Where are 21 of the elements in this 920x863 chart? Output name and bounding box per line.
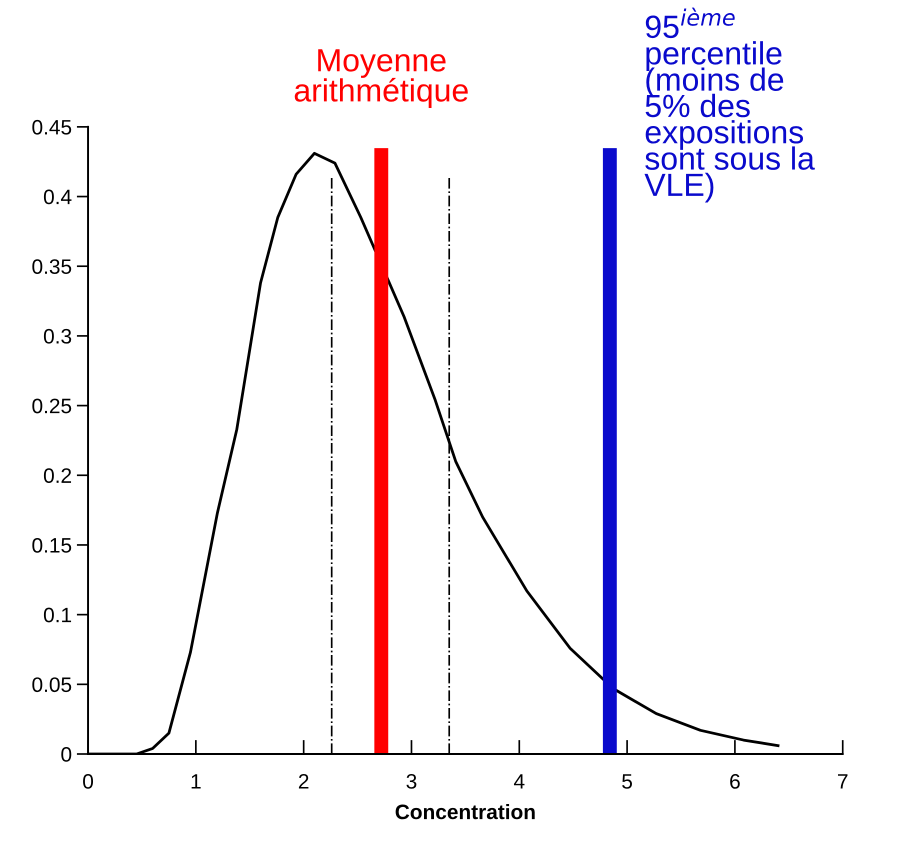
x-tick-label: 7	[838, 774, 848, 789]
y-tick-label: 0.4	[44, 190, 72, 204]
x-tick-label: 2	[298, 774, 308, 789]
x-tick-label: 1	[192, 774, 201, 789]
x-axis-title: Concentration	[396, 804, 535, 820]
y-tick-label: 0.2	[44, 468, 72, 484]
y-tick-label: 0.1	[44, 608, 72, 622]
ref-line-label: Moyenne arithmétique	[294, 49, 468, 108]
y-tick-label: 0	[61, 747, 72, 762]
y-tick-label: 0.35	[32, 259, 72, 274]
y-tick-label: 0.45	[32, 120, 72, 135]
y-tick-label: 0.05	[32, 677, 72, 692]
x-tick-label: 4	[514, 774, 524, 789]
y-tick-label: 0.3	[44, 328, 72, 344]
x-tick-label: 0	[83, 774, 94, 789]
x-tick-label: 6	[730, 774, 740, 789]
y-tick-label: 0.25	[32, 398, 72, 414]
x-tick-label: 5	[622, 774, 632, 789]
x-tick-label: 3	[406, 774, 416, 789]
ref-line-label: 95$^{ième}$ percentile (moins de 5% des expositions sont sous la VLE)	[644, 8, 815, 202]
y-tick-label: 0.15	[32, 538, 72, 553]
